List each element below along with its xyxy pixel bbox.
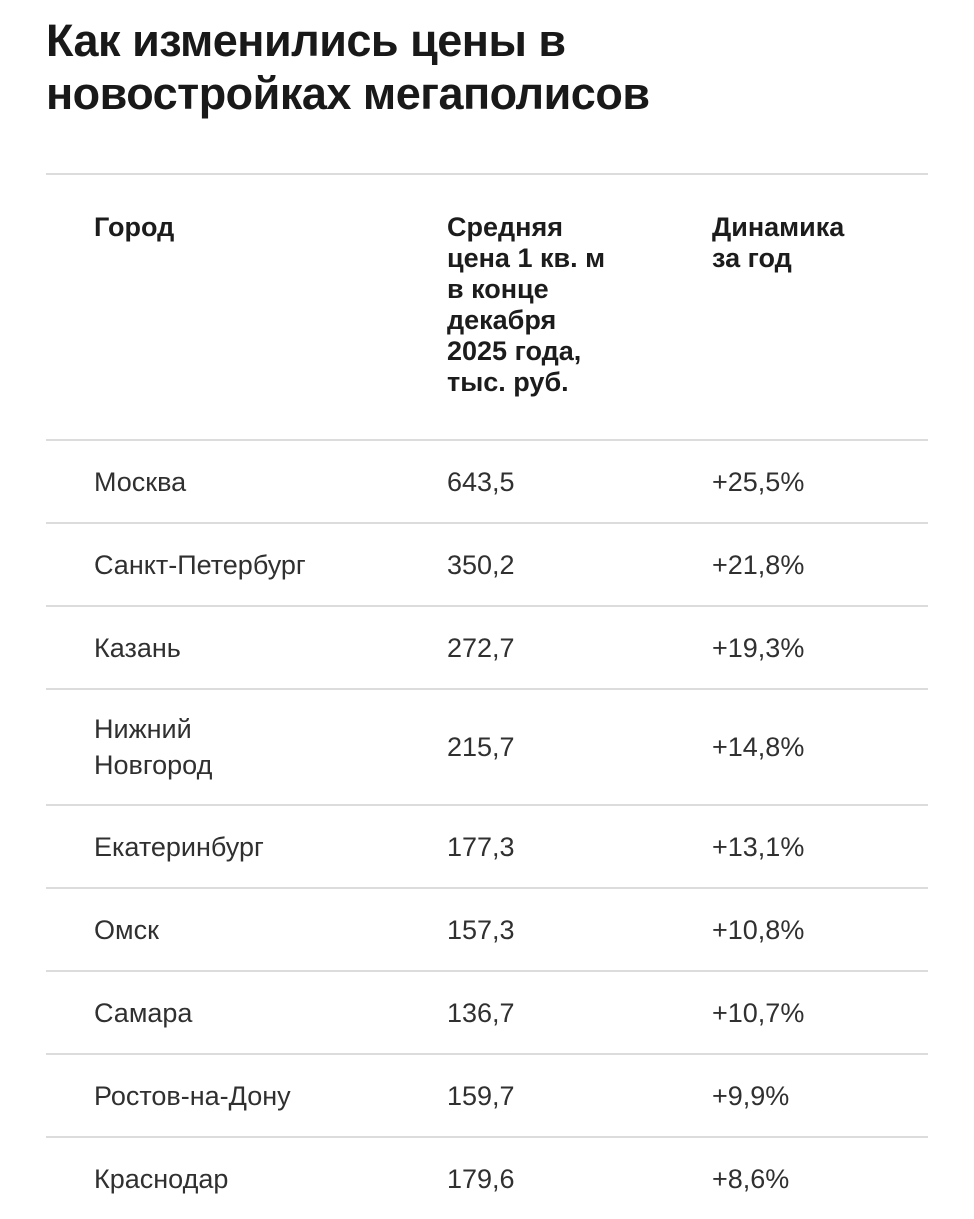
cell-price: 157,3 (447, 914, 515, 945)
cell-change: +14,8% (712, 732, 805, 762)
cell-change: +10,7% (712, 997, 805, 1028)
table-row: Казань 272,7 +19,3% (46, 605, 928, 688)
cell-price: 215,7 (447, 732, 515, 762)
cell-city: Нижний Новгород (94, 714, 213, 780)
cell-change: +9,9% (712, 1080, 790, 1111)
cell-city: Краснодар (94, 1163, 229, 1194)
cell-price: 643,5 (447, 466, 515, 497)
cell-price: 272,7 (447, 632, 515, 663)
cell-price: 179,6 (447, 1163, 515, 1194)
table-row: Омск 157,3 +10,8% (46, 887, 928, 970)
header-cell-price: Средняя цена 1 кв. м в конце декабря 202… (447, 212, 606, 397)
cell-city: Самара (94, 997, 193, 1028)
cell-city: Омск (94, 914, 159, 945)
table-row: Москва 643,5 +25,5% (46, 439, 928, 522)
cell-city: Санкт-Петербург (94, 549, 306, 580)
cell-city: Казань (94, 632, 181, 663)
cell-price: 350,2 (447, 549, 515, 580)
cell-change: +8,6% (712, 1163, 790, 1194)
cell-change: +25,5% (712, 466, 805, 497)
header-cell-city: Город (94, 212, 175, 242)
cell-change: +19,3% (712, 632, 805, 663)
cell-price: 159,7 (447, 1080, 515, 1111)
cell-city: Ростов-на-Дону (94, 1080, 291, 1111)
table-row: Санкт-Петербург 350,2 +21,8% (46, 522, 928, 605)
cell-change: +10,8% (712, 914, 805, 945)
cell-change: +21,8% (712, 549, 805, 580)
table-row: Краснодар 179,6 +8,6% (46, 1136, 928, 1219)
table-row: Екатеринбург 177,3 +13,1% (46, 804, 928, 887)
table-row: Ростов-на-Дону 159,7 +9,9% (46, 1053, 928, 1136)
cell-change: +13,1% (712, 831, 805, 862)
table-header-row: Город Средняя цена 1 кв. м в конце декаб… (46, 175, 928, 439)
table-row: Самара 136,7 +10,7% (46, 970, 928, 1053)
header-cell-change: Динамика за год (712, 212, 845, 273)
cell-city: Екатеринбург (94, 831, 264, 862)
infographic-page: Как изменились цены в новостройках мегап… (0, 14, 974, 1219)
table-row: Нижний Новгород 215,7 +14,8% (46, 688, 928, 804)
cell-price: 136,7 (447, 997, 515, 1028)
cell-price: 177,3 (447, 831, 515, 862)
price-table: Город Средняя цена 1 кв. м в конце декаб… (46, 173, 928, 1219)
cell-city: Москва (94, 466, 187, 497)
page-title: Как изменились цены в новостройках мегап… (46, 15, 650, 119)
